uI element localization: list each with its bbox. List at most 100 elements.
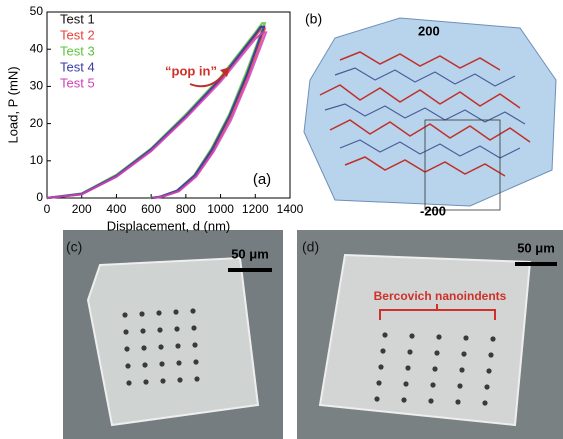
indent xyxy=(374,396,380,402)
panel-label: (d) xyxy=(302,239,319,255)
indent xyxy=(434,350,440,356)
indent-grid xyxy=(374,332,496,406)
scale-label: 50 μm xyxy=(517,240,555,255)
molecule-chain xyxy=(339,139,521,159)
panel-label: (c) xyxy=(66,239,82,255)
scale-bar xyxy=(515,262,557,266)
indent xyxy=(380,348,386,354)
indent xyxy=(176,360,182,366)
annotation: “pop in” xyxy=(165,63,217,78)
plane-label: -200 xyxy=(420,203,446,218)
molecule-chain xyxy=(319,84,521,109)
legend-label: Test 2 xyxy=(60,27,95,42)
x-tick-label: 200 xyxy=(72,202,92,216)
indent xyxy=(457,383,463,389)
indent xyxy=(122,312,128,318)
indent xyxy=(407,349,413,355)
indent xyxy=(436,334,442,340)
indent xyxy=(463,335,469,341)
indent xyxy=(376,380,382,386)
indent xyxy=(177,377,183,383)
indent xyxy=(160,378,166,384)
indent xyxy=(141,345,147,351)
indent xyxy=(123,329,129,335)
crystal-body xyxy=(303,17,557,207)
legend-label: Test 1 xyxy=(60,11,95,26)
x-tick-label: 0 xyxy=(44,202,51,216)
y-tick-label: 50 xyxy=(30,4,44,18)
annotation-arrow xyxy=(220,67,230,77)
plot-frame xyxy=(46,11,291,199)
crystal-structure xyxy=(303,17,557,211)
indent xyxy=(126,380,132,386)
annotation: Bercovich nanoindents xyxy=(374,289,507,303)
scale-bar xyxy=(228,268,272,272)
indent xyxy=(405,365,411,371)
indent xyxy=(430,382,436,388)
indent xyxy=(157,327,163,333)
indent xyxy=(409,333,415,339)
indent xyxy=(455,399,461,405)
x-axis-label: Displacement, d (nm) xyxy=(107,218,231,233)
crystal xyxy=(318,253,532,427)
x-tick-label: 400 xyxy=(106,202,126,216)
indent xyxy=(139,311,145,317)
legend-label: Test 3 xyxy=(60,43,95,58)
indent xyxy=(432,366,438,372)
indent xyxy=(191,325,197,331)
y-tick-label: 0 xyxy=(36,190,43,204)
indent xyxy=(125,363,131,369)
panel-label: (b) xyxy=(305,11,322,27)
indent xyxy=(490,336,496,342)
unit-cell xyxy=(424,119,501,211)
indent xyxy=(403,381,409,387)
indent xyxy=(159,361,165,367)
x-tick-label: 1000 xyxy=(207,202,234,216)
molecule-chain xyxy=(324,103,526,125)
x-tick-label: 600 xyxy=(141,202,161,216)
indent xyxy=(124,346,130,352)
x-tick-label: 1400 xyxy=(277,202,304,216)
indent xyxy=(488,352,494,358)
y-tick-label: 20 xyxy=(30,116,44,130)
legend-label: Test 4 xyxy=(60,59,95,74)
plane-label: 200 xyxy=(418,23,440,38)
indent xyxy=(194,376,200,382)
y-axis-label: Load, P (mN) xyxy=(5,66,20,143)
scale-label: 50 μm xyxy=(231,246,269,261)
indent xyxy=(173,309,179,315)
y-tick-label: 10 xyxy=(30,153,44,167)
x-tick-label: 800 xyxy=(176,202,196,216)
indent xyxy=(461,351,467,357)
molecule-chain xyxy=(334,67,516,87)
indent xyxy=(175,343,181,349)
indent xyxy=(192,342,198,348)
molecule-chain xyxy=(339,51,501,71)
indent xyxy=(482,400,488,406)
x-tick-label: 1200 xyxy=(242,202,269,216)
indent xyxy=(140,328,146,334)
panel-label: (a) xyxy=(253,171,271,188)
indent xyxy=(193,359,199,365)
legend-label: Test 5 xyxy=(60,75,95,90)
indent xyxy=(142,362,148,368)
y-tick-label: 40 xyxy=(30,41,44,55)
indent xyxy=(486,368,492,374)
crystal xyxy=(86,256,260,427)
indent xyxy=(484,384,490,390)
series-line xyxy=(46,31,268,200)
indent xyxy=(174,326,180,332)
indent xyxy=(156,310,162,316)
indent-grid xyxy=(122,308,200,386)
indent xyxy=(143,379,149,385)
series-line xyxy=(46,25,266,200)
indent xyxy=(190,308,196,314)
indent xyxy=(428,398,434,404)
indent xyxy=(382,332,388,338)
y-tick-label: 30 xyxy=(30,79,44,93)
indent xyxy=(459,367,465,373)
indent xyxy=(158,344,164,350)
indent xyxy=(378,364,384,370)
indent xyxy=(401,397,407,403)
